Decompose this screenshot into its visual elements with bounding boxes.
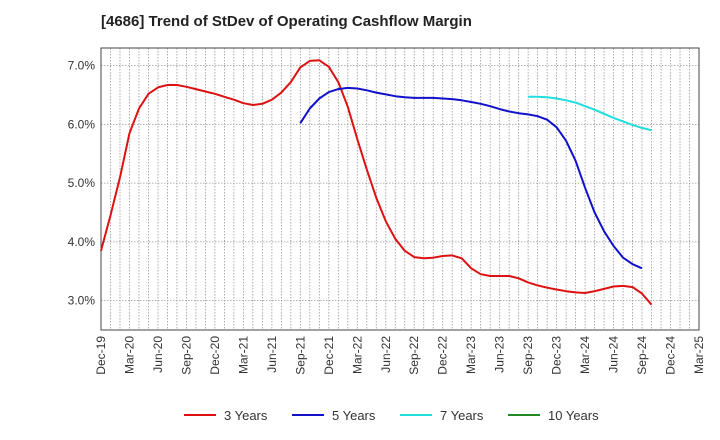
- x-tick-label: Sep-22: [407, 336, 421, 375]
- x-tick-label: Mar-21: [236, 336, 250, 374]
- grid: [101, 48, 699, 330]
- series-line-7-years: [528, 95, 652, 132]
- series-line-3-years: [100, 59, 653, 306]
- x-tick-label: Mar-25: [692, 336, 706, 374]
- x-tick-label: Dec-22: [436, 336, 450, 375]
- x-tick-label: Mar-22: [350, 336, 364, 374]
- x-tick-label: Dec-21: [322, 336, 336, 375]
- x-axis-ticks: Dec-19 Mar-20 Jun-20 Sep-20 Dec-20 Mar-21 Jun-…: [94, 336, 706, 375]
- series-line-5-years: [299, 86, 643, 270]
- series-lines: [100, 59, 653, 306]
- x-tick-label: Jun-20: [151, 336, 165, 373]
- y-tick-label: 6.0%: [68, 117, 96, 131]
- y-tick-label: 4.0%: [68, 235, 96, 249]
- plot-frame: [100, 47, 700, 331]
- x-tick-label: Jun-24: [607, 336, 621, 373]
- x-tick-label: Sep-20: [179, 336, 193, 375]
- x-tick-label: Jun-22: [379, 336, 393, 373]
- y-axis-ticks: 3.0% 4.0% 5.0% 6.0% 7.0%: [68, 59, 96, 308]
- legend-label: 10 Years: [548, 408, 599, 423]
- legend-label: 5 Years: [332, 408, 376, 423]
- y-tick-label: 3.0%: [68, 294, 96, 308]
- legend-label: 3 Years: [224, 408, 268, 423]
- x-tick-label: Jun-21: [265, 336, 279, 373]
- y-tick-label: 5.0%: [68, 176, 96, 190]
- x-tick-label: Mar-23: [464, 336, 478, 374]
- x-tick-label: Dec-23: [550, 336, 564, 375]
- x-tick-label: Sep-23: [521, 336, 535, 375]
- x-tick-label: Dec-19: [94, 336, 108, 375]
- x-tick-label: Mar-24: [578, 336, 592, 374]
- x-tick-label: Sep-21: [293, 336, 307, 375]
- x-tick-label: Dec-20: [208, 336, 222, 375]
- chart-title: [4686] Trend of StDev of Operating Cashf…: [101, 13, 472, 30]
- plot-area: [101, 48, 699, 330]
- x-tick-label: Mar-20: [122, 336, 136, 374]
- y-tick-label: 7.0%: [68, 59, 96, 73]
- legend-label: 7 Years: [440, 408, 484, 423]
- x-tick-label: Sep-24: [635, 336, 649, 375]
- legend: 3 Years 5 Years 7 Years 10 Years: [184, 408, 599, 423]
- x-tick-label: Jun-23: [493, 336, 507, 373]
- x-tick-label: Dec-24: [664, 336, 678, 375]
